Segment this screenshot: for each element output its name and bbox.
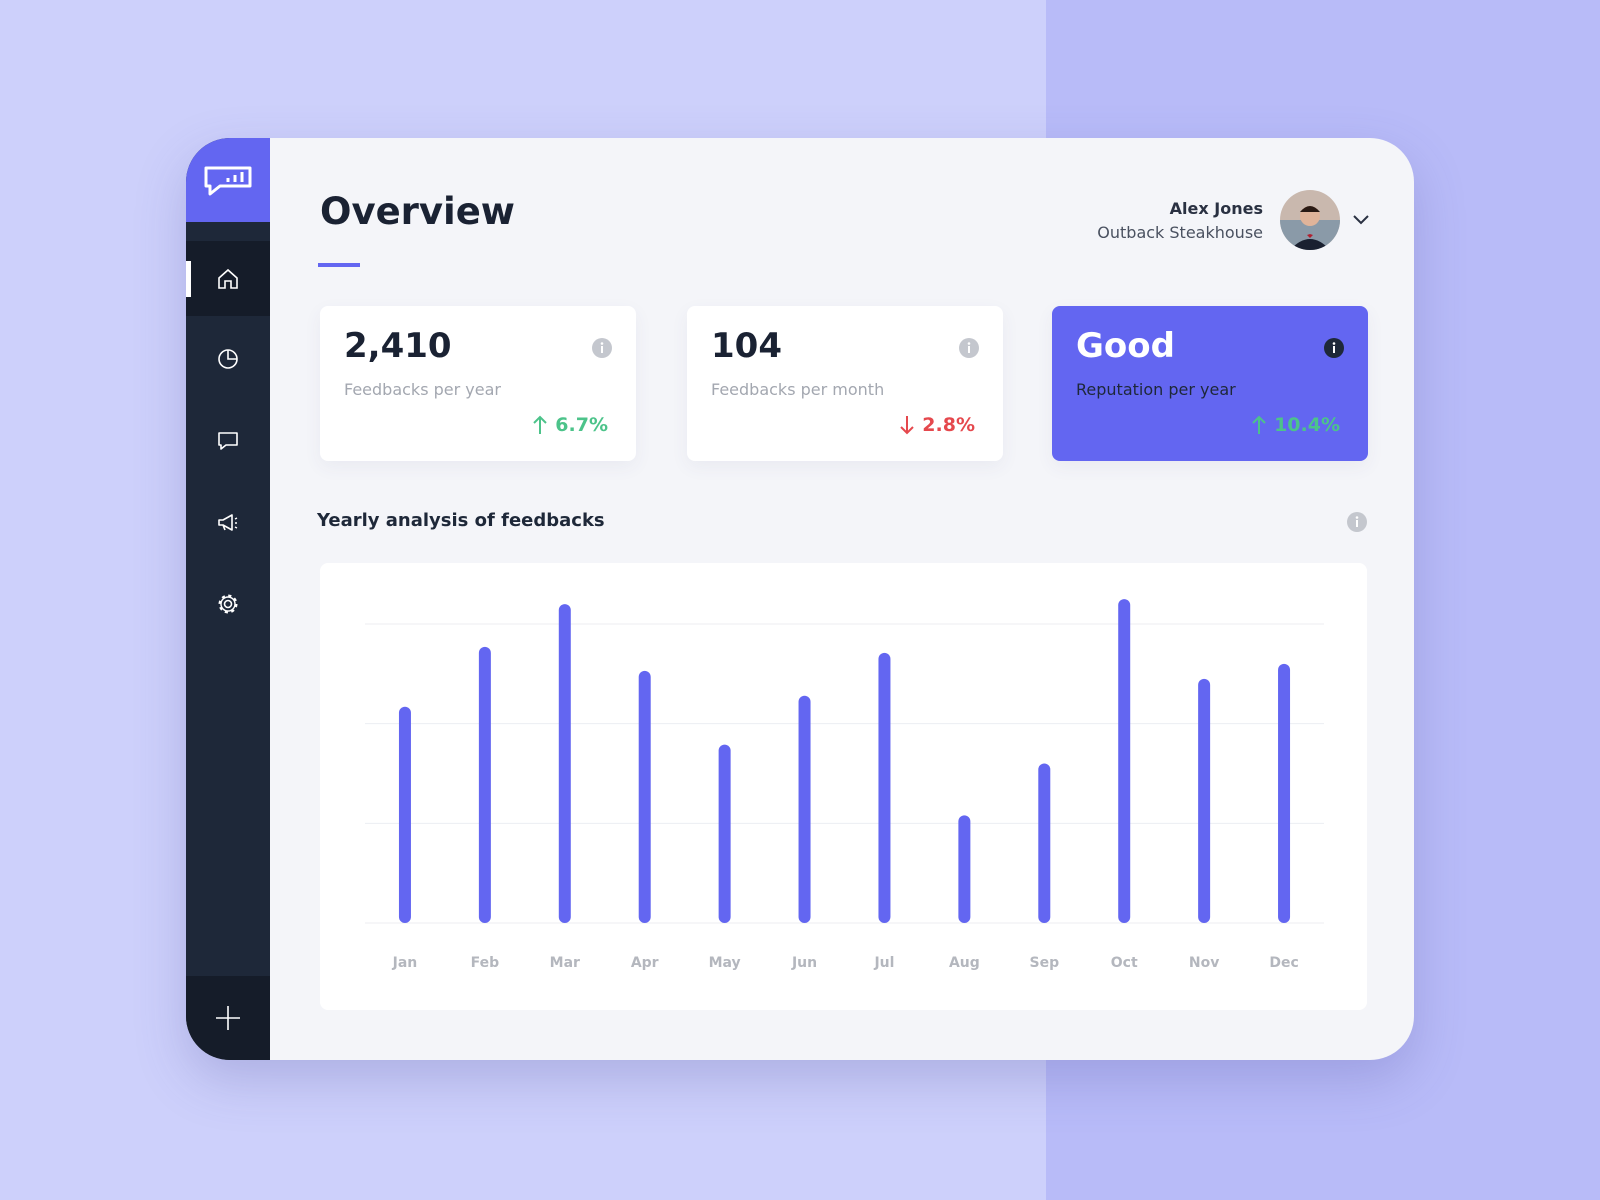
stat-label: Reputation per year <box>1076 380 1236 399</box>
sidebar <box>186 138 270 1060</box>
bar <box>718 744 731 923</box>
stat-card: 2,410 Feedbacks per year 6.7% <box>320 306 636 461</box>
avatar[interactable] <box>1280 190 1344 254</box>
user-name: Alex Jones <box>1169 199 1263 218</box>
bar <box>638 670 651 923</box>
chart: Jan Feb Mar Apr May Jun Jul Aug Sep Oct Nov Dec <box>365 599 1324 971</box>
title-underline <box>318 263 360 267</box>
home-icon <box>218 268 238 289</box>
trend-arrow <box>900 416 915 435</box>
nav-home[interactable] <box>186 241 270 316</box>
stat-label: Feedbacks per year <box>344 380 501 399</box>
logo <box>186 138 270 222</box>
bar <box>478 646 491 923</box>
nav-campaigns[interactable] <box>216 511 240 535</box>
logo-icon <box>204 166 252 196</box>
app-window: Overview Alex Jones Outback Steakhouse 2… <box>186 138 1414 1060</box>
plus-icon <box>216 1006 240 1030</box>
x-tick-label: Mar <box>550 955 580 971</box>
info-icon[interactable] <box>592 338 612 358</box>
bar <box>798 695 811 923</box>
x-tick-label: Dec <box>1269 955 1298 971</box>
nav-analytics[interactable] <box>216 347 240 371</box>
chart-info-icon[interactable] <box>1347 512 1367 532</box>
stat-change: 10.4% <box>1250 414 1340 436</box>
page-title: Overview <box>320 190 515 233</box>
nav-settings[interactable] <box>216 592 240 616</box>
x-tick-label: Jan <box>392 955 418 971</box>
change-value: 2.8% <box>922 414 975 436</box>
stat-value: Good <box>1076 326 1175 366</box>
trend-arrow <box>1252 415 1266 434</box>
x-tick-label: Jul <box>873 955 894 971</box>
info-icon[interactable] <box>959 338 979 358</box>
x-tick-label: Aug <box>949 955 980 971</box>
bar <box>1278 663 1291 923</box>
bar <box>398 706 411 923</box>
active-indicator <box>186 261 191 297</box>
stat-change: 2.8% <box>898 414 975 436</box>
nav-feedback[interactable] <box>216 429 240 453</box>
stat-label: Feedbacks per month <box>711 380 885 399</box>
change-value: 6.7% <box>555 414 608 436</box>
stat-card: 104 Feedbacks per month 2.8% <box>687 306 1003 461</box>
bar <box>958 815 971 923</box>
bar <box>878 652 891 923</box>
x-tick-label: Oct <box>1111 955 1138 971</box>
x-tick-label: Jun <box>791 955 817 971</box>
nav-add[interactable] <box>186 976 270 1060</box>
info-icon[interactable] <box>1324 338 1344 358</box>
trend-arrow <box>533 415 548 434</box>
chart-title: Yearly analysis of feedbacks <box>317 510 605 531</box>
x-tick-label: May <box>709 955 741 971</box>
x-tick-label: Sep <box>1029 955 1059 971</box>
stat-change: 6.7% <box>531 414 608 436</box>
user-info: Alex Jones Outback Steakhouse <box>1097 197 1263 245</box>
user-org: Outback Steakhouse <box>1097 223 1263 242</box>
x-tick-label: Nov <box>1189 955 1219 971</box>
bar <box>1038 763 1051 923</box>
stat-card: Good Reputation per year 10.4% <box>1052 306 1368 461</box>
chart-card: Jan Feb Mar Apr May Jun Jul Aug Sep Oct Nov Dec <box>320 563 1367 1010</box>
stat-value: 2,410 <box>344 326 452 366</box>
change-value: 10.4% <box>1274 414 1340 436</box>
bar <box>1118 599 1131 923</box>
stat-value: 104 <box>711 326 782 366</box>
x-tick-label: Feb <box>471 955 500 971</box>
user-menu-chevron[interactable] <box>1352 214 1370 226</box>
x-tick-label: Apr <box>631 955 659 971</box>
bar <box>1198 678 1211 923</box>
bar <box>558 604 571 923</box>
